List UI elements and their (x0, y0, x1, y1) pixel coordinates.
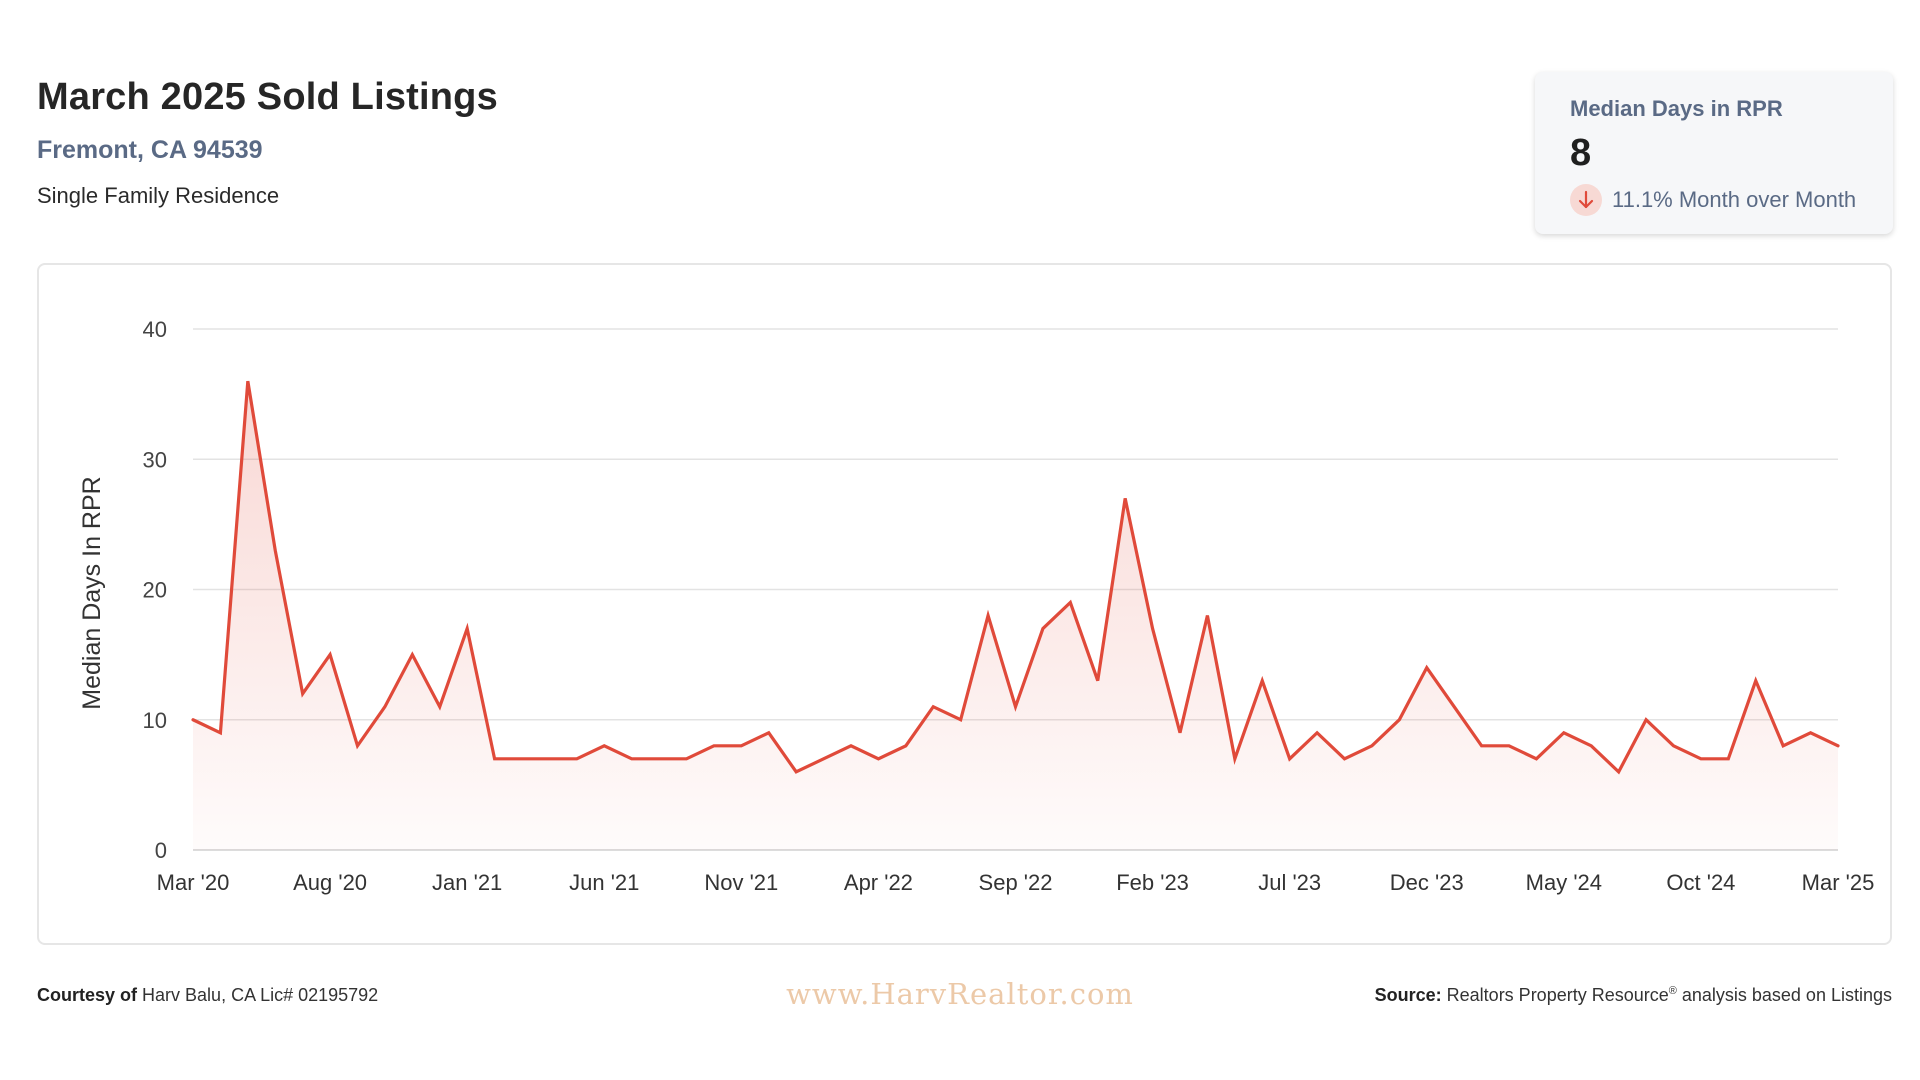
property-type: Single Family Residence (37, 183, 280, 208)
x-tick-label: Apr '22 (844, 870, 913, 895)
courtesy-label: Courtesy of (37, 985, 138, 1005)
y-tick-label: 10 (143, 708, 167, 733)
x-tick-label: Oct '24 (1666, 870, 1735, 895)
courtesy-text: Harv Balu, CA Lic# 02195792 (142, 985, 379, 1005)
chart-card: 0 10 20 30 40 Mar '20 Aug '20 Jan '21 Jun '21 Nov… (37, 263, 1892, 945)
registered-mark: ® (1668, 985, 1677, 997)
source-footer: Source: Realtors Property Resource® anal… (1375, 985, 1892, 1006)
x-tick-label: Dec '23 (1390, 870, 1464, 895)
x-tick-label: Mar '25 (1802, 870, 1875, 895)
stat-label: Median Days in RPR (1570, 96, 1783, 121)
x-tick-label: May '24 (1526, 870, 1602, 895)
series-line (191, 380, 1840, 775)
y-tick-label: 30 (143, 447, 167, 472)
source-text: Realtors Property Resource (1446, 985, 1669, 1005)
courtesy-footer: Courtesy of Harv Balu, CA Lic# 02195792 (37, 985, 378, 1006)
y-tick-label: 20 (143, 578, 167, 603)
x-tick-label: Mar '20 (157, 870, 230, 895)
x-tick-label: Jul '23 (1258, 870, 1321, 895)
arrow-down-icon (1570, 184, 1602, 216)
x-tick-label: Nov '21 (704, 870, 778, 895)
page-title: March 2025 Sold Listings (37, 76, 498, 118)
x-tick-label: Sep '22 (979, 870, 1053, 895)
location-subtitle: Fremont, CA 94539 (37, 136, 263, 164)
series-area (193, 381, 1838, 850)
y-tick-label: 40 (143, 317, 167, 342)
website-watermark: www.HarvRealtor.com (786, 977, 1134, 1011)
source-label: Source: (1374, 985, 1442, 1005)
stat-change: 11.1% Month over Month (1570, 184, 1856, 216)
y-axis-label: Median Days In RPR (78, 476, 106, 709)
source-suffix: analysis based on Listings (1676, 985, 1892, 1005)
x-tick-label: Jun '21 (569, 870, 639, 895)
stat-value: 8 (1570, 132, 1592, 174)
median-days-stat-card: Median Days in RPR 8 11.1% Month over Mo… (1535, 72, 1893, 234)
line-chart: 0 10 20 30 40 Mar '20 Aug '20 Jan '21 Jun '21 Nov… (78, 317, 1875, 895)
x-tick-label: Feb '23 (1116, 870, 1189, 895)
stat-change-text: 11.1% Month over Month (1612, 187, 1857, 212)
x-tick-label: Jan '21 (432, 870, 502, 895)
y-tick-label: 0 (155, 838, 167, 863)
x-tick-label: Aug '20 (293, 870, 367, 895)
